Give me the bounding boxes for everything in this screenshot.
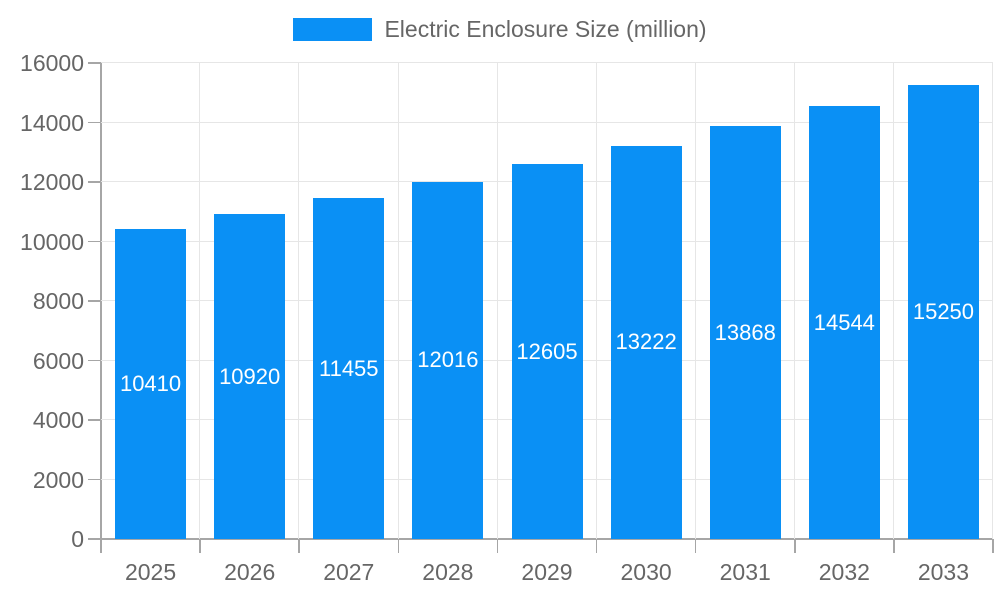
bar-value-label: 10920	[219, 363, 281, 389]
x-tick-label: 2027	[323, 559, 375, 585]
x-tick-label: 2029	[521, 559, 573, 585]
x-tick-label: 2028	[422, 559, 474, 585]
gridline-vertical	[595, 63, 597, 539]
x-tick-label: 2031	[719, 559, 771, 585]
gridline-vertical	[298, 63, 300, 539]
y-axis-tick	[88, 240, 101, 243]
y-tick-label: 6000	[32, 347, 84, 374]
y-axis-tick	[88, 62, 101, 64]
bar[interactable]: 15250	[907, 85, 979, 539]
gridline-vertical	[992, 63, 994, 539]
x-axis-tick	[496, 539, 499, 553]
bar-value-label: 13868	[714, 319, 776, 345]
y-tick-label: 16000	[20, 50, 84, 76]
bar[interactable]: 12016	[412, 181, 484, 539]
y-tick-label: 2000	[32, 466, 84, 493]
legend-item[interactable]: Electric Enclosure Size (million)	[293, 16, 707, 43]
x-axis-tick	[298, 539, 300, 553]
x-axis-tick	[794, 539, 796, 553]
bar-value-label: 14544	[813, 309, 875, 335]
legend-swatch	[293, 18, 373, 41]
bar[interactable]: 11455	[313, 198, 385, 539]
bar[interactable]: 10410	[115, 229, 187, 539]
y-axis-tick	[88, 419, 101, 421]
gridline-vertical	[794, 63, 796, 539]
y-tick-label: 12000	[20, 169, 84, 195]
bar-value-label: 11455	[318, 355, 379, 381]
x-tick-label: 2030	[620, 559, 672, 585]
bar[interactable]: 13222	[610, 145, 682, 539]
y-axis-tick	[88, 538, 101, 540]
y-tick-label: 14000	[20, 109, 84, 136]
bar-value-label: 12605	[516, 338, 578, 364]
gridline-vertical	[199, 63, 201, 539]
x-tick-label: 2033	[917, 559, 970, 585]
legend: Electric Enclosure Size (million)	[0, 16, 1000, 43]
y-axis-tick	[88, 478, 101, 481]
bar[interactable]: 10920	[214, 214, 286, 539]
y-tick-label: 0	[71, 526, 84, 552]
x-tick-label: 2025	[124, 559, 177, 585]
gridline-vertical	[893, 63, 895, 539]
x-tick-label: 2026	[224, 559, 276, 585]
x-axis-tick	[397, 539, 400, 553]
legend-label: Electric Enclosure Size (million)	[384, 16, 707, 42]
y-axis-tick	[88, 300, 101, 302]
gridline-vertical	[694, 63, 696, 539]
bar[interactable]: 13868	[709, 126, 781, 539]
gridline-vertical	[397, 63, 399, 539]
bar-value-label: 15250	[912, 299, 975, 325]
bar-value-label: 13222	[615, 329, 677, 355]
x-axis-tick	[100, 539, 102, 553]
x-tick-label: 2032	[818, 559, 870, 585]
gridline-horizontal	[101, 62, 993, 64]
plot-area: 10410 10920 11455 12016 12605 13222 13868 14544…	[101, 62, 994, 539]
gridline-horizontal	[101, 121, 993, 123]
y-axis-tick	[88, 181, 101, 183]
x-axis-tick	[694, 539, 697, 553]
x-axis-tick	[992, 539, 994, 553]
x-axis-line	[101, 538, 993, 540]
y-axis-tick	[88, 359, 101, 362]
x-axis-tick	[893, 539, 895, 553]
bar[interactable]: 14544	[808, 106, 880, 539]
y-tick-label: 8000	[32, 288, 84, 314]
bar-value-label: 12016	[417, 347, 479, 373]
y-tick-label: 10000	[20, 228, 84, 255]
x-axis-tick	[199, 539, 201, 553]
gridline-vertical	[496, 63, 498, 539]
y-axis-tick	[88, 121, 101, 124]
bar[interactable]: 12605	[511, 164, 583, 539]
bar-value-label: 10410	[119, 371, 182, 397]
y-tick-label: 4000	[32, 407, 84, 433]
x-axis-tick	[595, 539, 598, 553]
